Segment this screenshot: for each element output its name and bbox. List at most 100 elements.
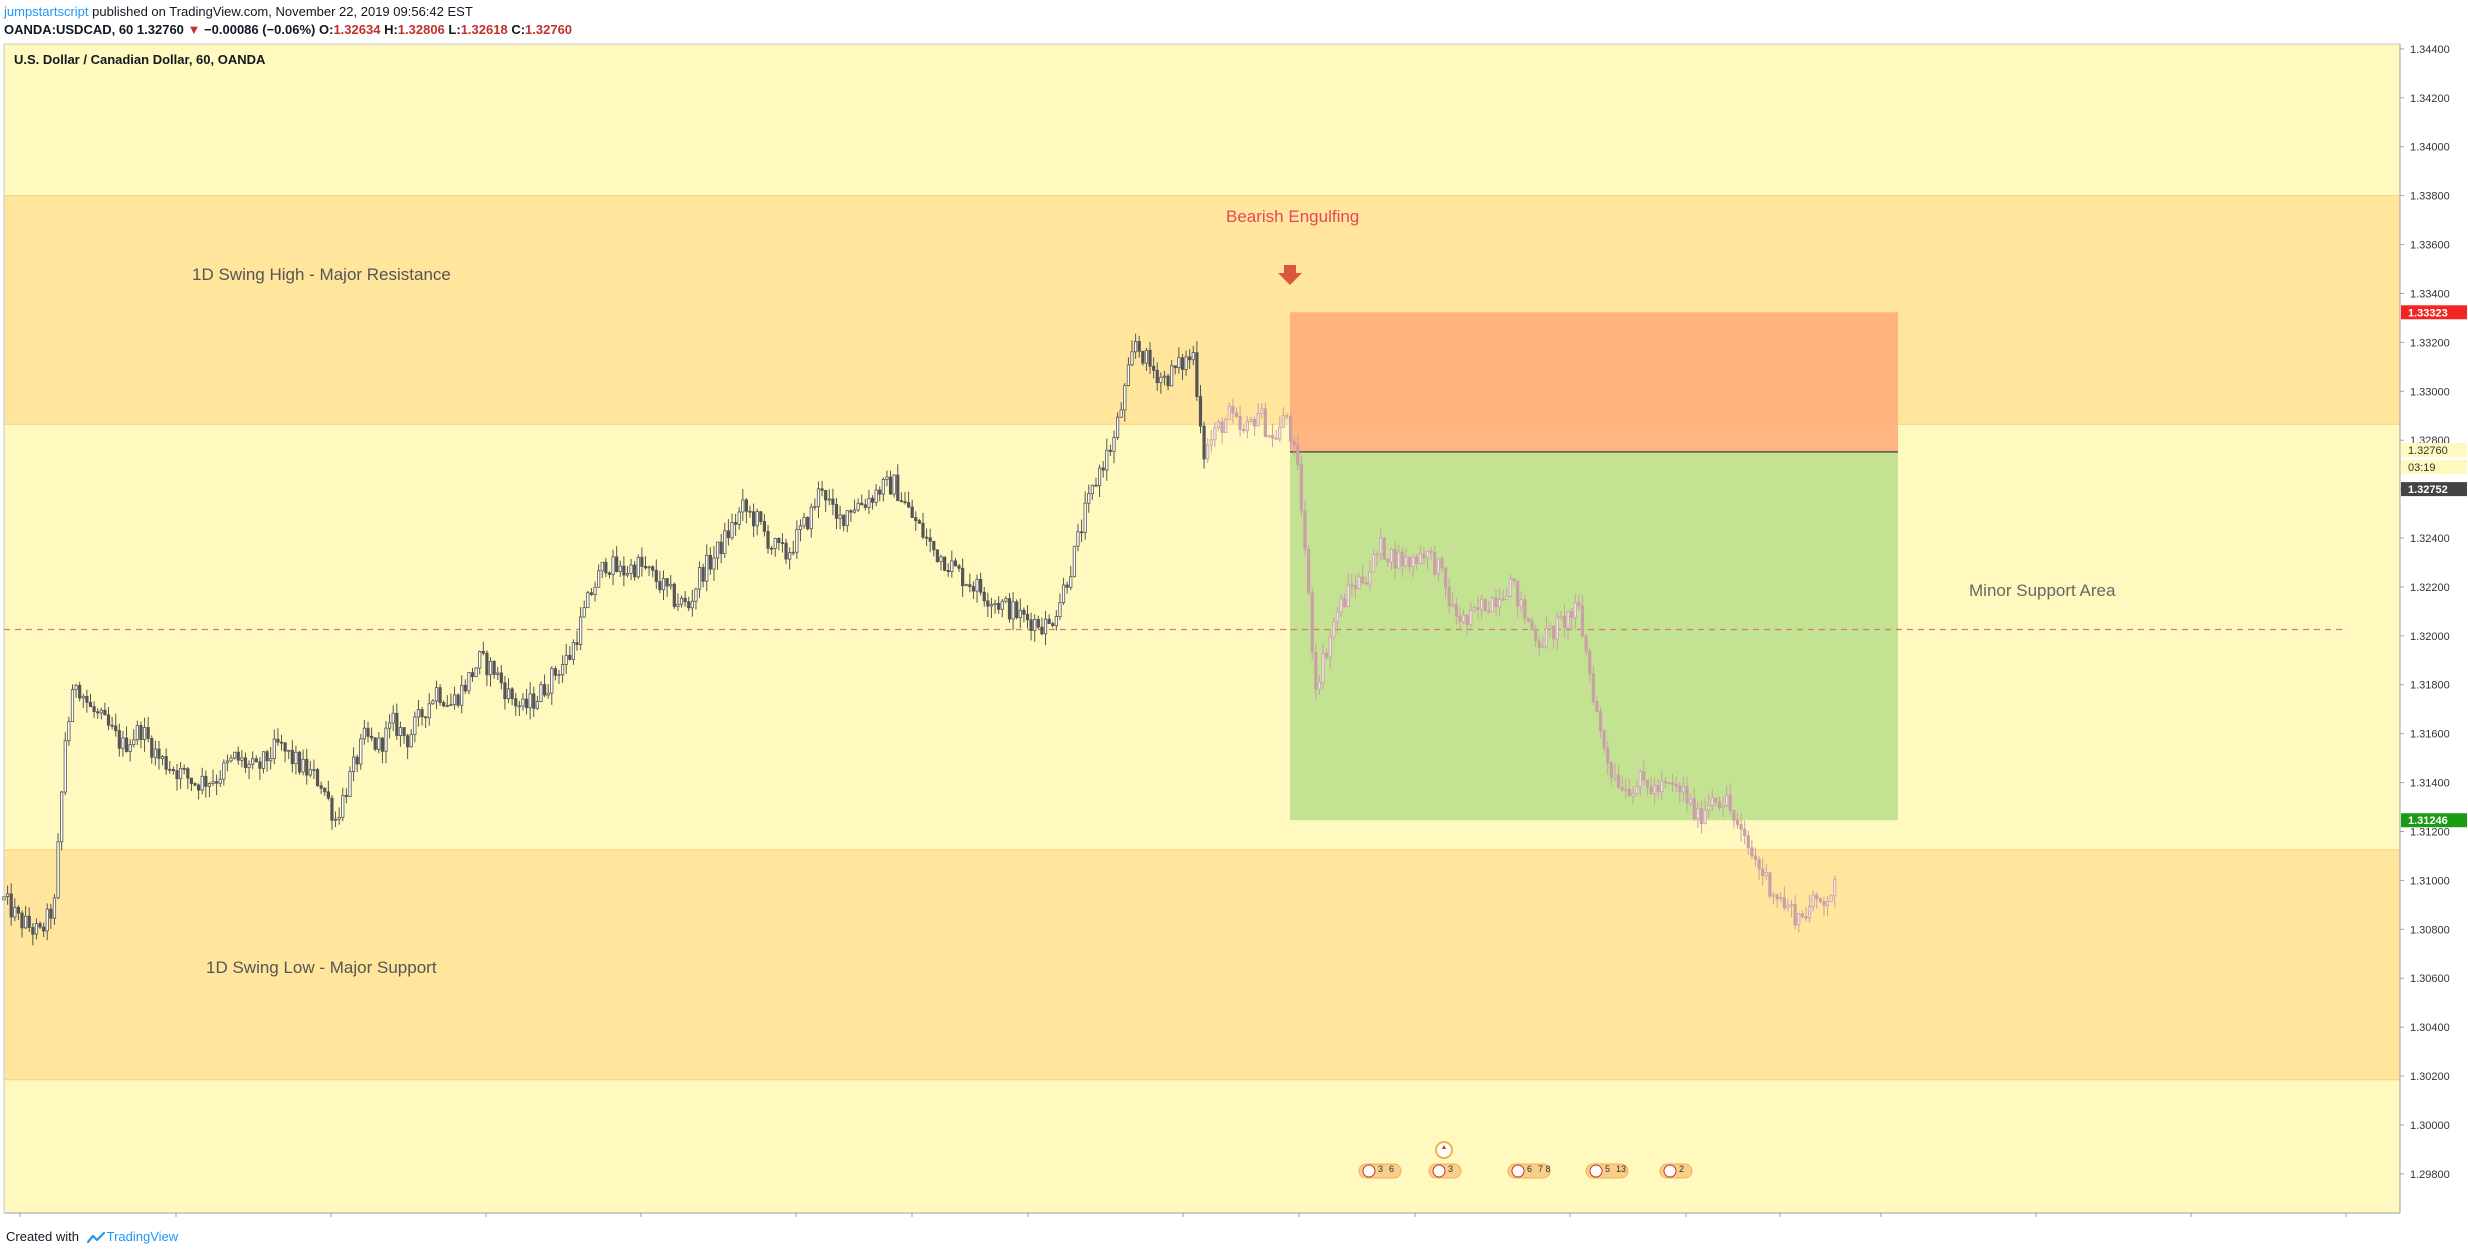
candle-body [449, 704, 453, 707]
x-tick-label: Nov [166, 1222, 186, 1223]
x-tick-label: 30 [14, 1222, 26, 1223]
candle-body [247, 763, 251, 769]
canada-flag-icon[interactable] [1435, 1141, 1453, 1159]
candle-body [654, 569, 658, 582]
candle-body [1534, 628, 1538, 642]
candle-body [24, 915, 28, 929]
candle-body [1274, 437, 1278, 440]
tradingview-link[interactable]: TradingView [106, 1229, 179, 1244]
x-tick-label: 5 [328, 1222, 334, 1223]
candle-body [1793, 903, 1797, 926]
y-tick-label: 1.30000 [2410, 1120, 2450, 1132]
candle-body [1245, 420, 1249, 432]
candle-body [1624, 788, 1628, 791]
candle-body [204, 775, 208, 787]
candle-body [1451, 603, 1455, 607]
candle-body [369, 735, 374, 739]
y-tick-label: 1.34200 [2410, 93, 2450, 105]
candle-body [1379, 537, 1383, 555]
candle-body [1015, 601, 1019, 619]
candle-body [795, 529, 799, 553]
candle-body [1353, 585, 1358, 589]
candle-body [524, 698, 529, 709]
candle-body [110, 724, 114, 727]
stop-loss-box[interactable] [1290, 312, 1898, 452]
candle-body [658, 581, 662, 591]
y-tick-label: 1.31800 [2410, 680, 2450, 692]
candle-body [406, 735, 410, 748]
candle-body [705, 554, 709, 582]
candle-body [719, 541, 723, 555]
candle-body [236, 751, 240, 761]
candle-body [1148, 349, 1152, 367]
candle-body [759, 511, 763, 522]
low-label: L: [448, 22, 461, 37]
candle-body [1137, 341, 1141, 352]
candle-body [31, 927, 35, 935]
candle-body [341, 794, 345, 818]
economic-event-marker[interactable]: 5 13 [1585, 1163, 1629, 1179]
candle-body [308, 769, 312, 776]
maple-leaf-icon [1442, 1145, 1446, 1149]
candle-body [1667, 782, 1671, 785]
candle-body [1346, 584, 1350, 607]
candle-body [1278, 426, 1282, 440]
candle-body [917, 520, 921, 524]
candle-body [1822, 901, 1826, 907]
candle-body [178, 767, 183, 780]
candle-body [445, 705, 449, 707]
candle-body [903, 501, 907, 504]
take-profit-box[interactable] [1290, 451, 1898, 821]
candle-body [1249, 418, 1253, 422]
candle-body [1303, 510, 1307, 550]
candle-body [467, 672, 471, 692]
candle-body [1209, 439, 1213, 446]
economic-event-marker[interactable]: 6 7 8 [1507, 1163, 1551, 1179]
candle-body [323, 787, 327, 793]
candle-body [96, 711, 100, 714]
economic-event-marker[interactable]: 2 [1659, 1163, 1693, 1179]
candle-body [1613, 774, 1617, 778]
candle-body [600, 561, 604, 572]
candle-body [1292, 440, 1296, 446]
candle-body [762, 521, 767, 532]
candle-body [607, 572, 612, 575]
candle-body [168, 768, 172, 771]
candle-body [604, 561, 608, 574]
author-link[interactable]: jumpstartscript [4, 4, 89, 19]
candle-body [171, 768, 175, 772]
candle-body [867, 497, 871, 508]
candle-body [416, 709, 421, 718]
candle-body [1288, 415, 1293, 442]
candle-body [1577, 602, 1581, 607]
candle-body [186, 768, 190, 779]
y-tick-label: 1.32200 [2410, 582, 2450, 594]
candle-body [838, 514, 842, 519]
candle-body [1663, 781, 1667, 784]
candle-body [1721, 805, 1725, 808]
flag-icon [1589, 1164, 1603, 1178]
candle-body [1357, 576, 1361, 589]
candle-body [1833, 878, 1837, 897]
candle-body [928, 537, 932, 542]
candle-body [633, 564, 637, 578]
candle-body [1800, 913, 1804, 917]
candle-body [34, 923, 39, 935]
candle-body [586, 592, 590, 609]
candle-body [272, 738, 276, 759]
y-tick-label: 1.34000 [2410, 142, 2450, 154]
candle-body [413, 716, 417, 735]
candle-body [557, 674, 561, 677]
economic-event-marker[interactable]: 3 [1428, 1163, 1462, 1179]
candle-body [921, 522, 925, 538]
price-chart[interactable]: 1D Swing High - Major Resistance 1D Swing… [0, 38, 2468, 1223]
candle-body [99, 709, 103, 714]
candle-body [1105, 449, 1109, 471]
candle-body [946, 570, 950, 573]
candle-body [777, 538, 781, 543]
candle-body [1645, 779, 1649, 787]
candle-body [1443, 567, 1448, 588]
candle-body [932, 540, 936, 551]
candle-body [402, 727, 406, 737]
